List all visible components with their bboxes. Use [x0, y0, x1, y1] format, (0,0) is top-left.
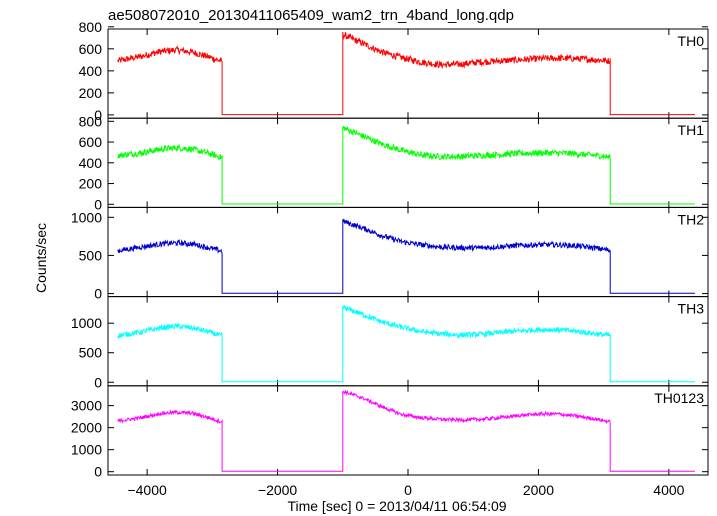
series-th0123 [117, 389, 695, 472]
panel-frame [107, 28, 709, 119]
y-tick-label: 500 [79, 247, 103, 263]
y-tick-label: 1000 [71, 442, 102, 458]
panel-label: TH0123 [654, 390, 704, 406]
panel-th2: 0 500 1000 TH2 [71, 206, 709, 302]
y-axis-label: Counts/sec [33, 223, 49, 293]
panel-label: TH0 [678, 33, 705, 49]
y-tick-label: 0 [94, 464, 102, 480]
panel-th3: 0 500 1000 TH3 [71, 296, 709, 390]
x-tick-label: −2000 [258, 482, 298, 498]
y-tick-label: 400 [79, 63, 103, 79]
x-axis-label: Time [sec] 0 = 2013/04/11 06:54:09 [287, 498, 506, 514]
panel-label: TH3 [678, 301, 705, 317]
y-tick-label: 200 [79, 176, 103, 192]
y-tick-label: 1000 [71, 209, 102, 225]
y-tick-label: 3000 [71, 398, 102, 414]
y-tick-label: 600 [79, 134, 103, 150]
panel-th0: 0 200 400 600 800 TH0 [79, 19, 709, 123]
y-tick-label: 2000 [71, 420, 102, 436]
panel-frame [107, 117, 709, 208]
series-th0 [117, 31, 695, 116]
y-tick-label: 1000 [71, 315, 102, 331]
y-tick-label: 200 [79, 85, 103, 101]
y-tick-label: 0 [94, 286, 102, 302]
panel-frame [107, 385, 709, 476]
panel-label: TH1 [678, 122, 705, 138]
x-tick-label: −4000 [127, 482, 167, 498]
y-tick-label: 0 [94, 374, 102, 390]
panel-label: TH2 [678, 211, 705, 227]
x-tick-label: 4000 [653, 482, 684, 498]
y-tick-label: 0 [94, 196, 102, 212]
series-th1 [117, 125, 695, 205]
y-tick-label: 0 [94, 107, 102, 123]
chart-title: ae508072010_20130411065409_wam2_trn_4ban… [108, 7, 514, 24]
panel-th0123: 0 1000 2000 3000 TH0123 [71, 385, 709, 480]
series-th3 [117, 304, 695, 383]
x-tick-label: 0 [404, 482, 412, 498]
y-tick-label: 800 [79, 19, 103, 35]
y-tick-label: 500 [79, 345, 103, 361]
y-tick-label: 400 [79, 155, 103, 171]
panels: 0 200 400 600 800 TH0 0 200 400 600 800 TH1 0 500 1000… [71, 19, 709, 498]
panel-th1: 0 200 400 600 800 TH1 [79, 113, 709, 212]
y-tick-label: 800 [79, 113, 103, 129]
x-axis: −4000 −2000 0 2000 4000 [127, 482, 684, 498]
x-tick-label: 2000 [523, 482, 554, 498]
y-tick-label: 600 [79, 41, 103, 57]
series-th2 [117, 218, 695, 294]
panel-frame [107, 206, 709, 298]
panel-frame [107, 296, 709, 387]
